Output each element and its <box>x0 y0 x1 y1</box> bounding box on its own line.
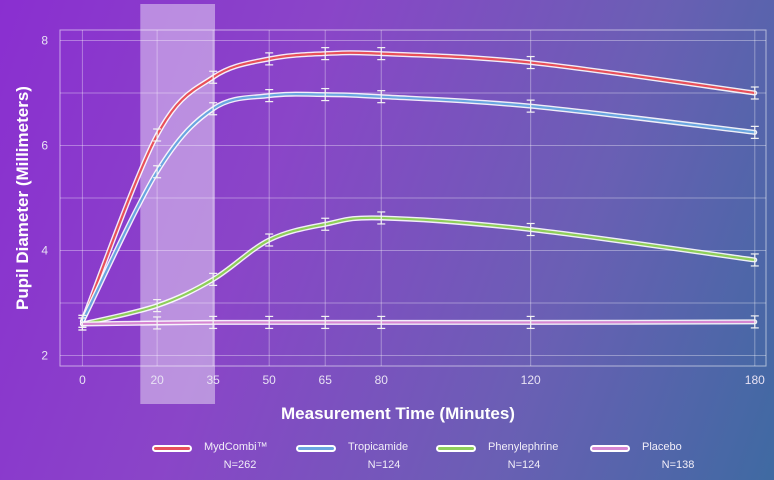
data-point <box>377 47 386 61</box>
legend-sample-size: N=124 <box>507 459 541 471</box>
legend-sample-size: N=124 <box>367 459 401 471</box>
legend-swatch <box>296 445 336 452</box>
data-point <box>377 315 386 330</box>
legend-label: Tropicamide <box>348 441 409 453</box>
legend-label: Placebo <box>642 441 682 453</box>
data-point <box>750 253 759 267</box>
y-tick-label: 4 <box>41 244 48 258</box>
legend-sample-size: N=138 <box>661 459 695 471</box>
series-line <box>78 211 759 331</box>
legend-label: MydCombi™ <box>204 441 268 453</box>
x-tick-label: 65 <box>319 373 333 387</box>
x-tick-label: 50 <box>263 373 277 387</box>
data-point <box>153 299 162 313</box>
y-tick-label: 6 <box>41 139 48 153</box>
data-point <box>750 315 759 329</box>
y-tick-label: 2 <box>41 349 48 363</box>
legend-swatch <box>436 445 476 452</box>
data-point <box>526 99 535 113</box>
data-point <box>265 233 274 247</box>
x-tick-label: 35 <box>206 373 220 387</box>
grid-layer <box>60 30 766 366</box>
data-point <box>265 315 274 330</box>
y-axis-title: Pupil Diameter (Millimeters) <box>13 86 32 310</box>
x-tick-label: 120 <box>521 373 541 387</box>
data-point <box>209 272 218 286</box>
legend-item: Phenylephrine N=124 <box>436 440 596 476</box>
data-point <box>321 217 330 231</box>
legend-item: MydCombi™ N=262 <box>152 440 312 476</box>
data-point <box>209 70 218 84</box>
data-point <box>153 316 162 330</box>
data-point <box>321 315 330 330</box>
data-point <box>750 86 759 100</box>
data-point <box>526 222 535 237</box>
legend-sample-size: N=262 <box>223 459 257 471</box>
data-point <box>526 55 535 70</box>
data-point <box>321 47 330 61</box>
highlight-band <box>140 4 216 404</box>
data-point <box>377 90 386 104</box>
legend-item: Tropicamide N=124 <box>296 440 456 476</box>
x-axis-title: Measurement Time (Minutes) <box>281 404 515 423</box>
legend-swatch <box>152 445 192 452</box>
data-point <box>265 89 274 103</box>
data-point <box>153 165 162 179</box>
pupil-diameter-chart: 0 20 35 50 65 80 120 180 2 4 6 8 Pupil Diameter (Mi… <box>13 4 767 423</box>
x-tick-label: 180 <box>745 373 765 387</box>
legend-label: Phenylephrine <box>488 441 559 453</box>
legend: MydCombi™ N=262 Tropicamide N=124 Phenylephr… <box>0 440 774 476</box>
data-point <box>377 211 386 225</box>
legend-item: Placebo N=138 <box>590 440 750 476</box>
series-layer <box>78 47 759 331</box>
data-point <box>265 52 274 66</box>
data-point <box>209 102 218 116</box>
plot-frame <box>59 29 767 367</box>
y-tick-label: 8 <box>41 34 48 48</box>
series-line <box>78 47 759 328</box>
x-tick-label: 0 <box>79 373 86 387</box>
data-point <box>209 315 218 330</box>
data-point <box>321 87 330 102</box>
data-point <box>750 125 759 139</box>
x-tick-label: 80 <box>375 373 389 387</box>
data-point <box>526 315 535 330</box>
data-point <box>78 317 87 331</box>
legend-swatch <box>590 445 630 452</box>
data-point <box>153 128 162 142</box>
series-line <box>78 315 759 331</box>
tick-layer: 0 20 35 50 65 80 120 180 2 4 6 8 <box>41 34 765 388</box>
x-tick-label: 20 <box>150 373 164 387</box>
